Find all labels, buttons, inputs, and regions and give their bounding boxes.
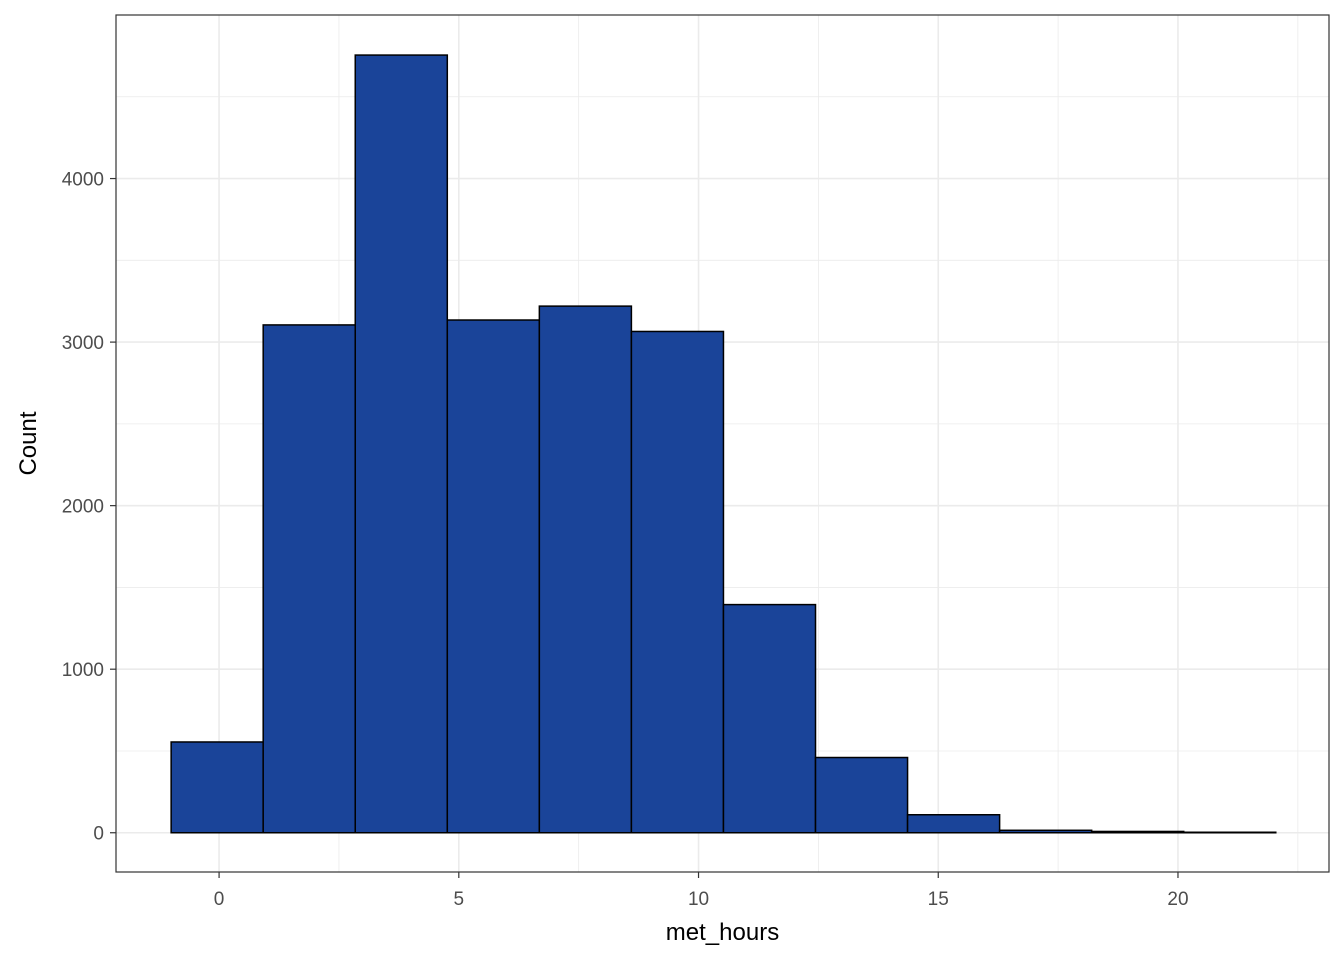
y-tick-label: 1000 <box>62 660 104 681</box>
histogram-bar <box>170 741 264 834</box>
x-tick-label: 5 <box>454 889 465 910</box>
histogram-bar <box>1182 831 1277 834</box>
y-tick-label: 4000 <box>62 170 104 191</box>
x-tick-label: 15 <box>928 889 949 910</box>
y-tick-label: 0 <box>93 824 104 845</box>
histogram-bar <box>722 603 817 834</box>
panel-border <box>115 14 1330 873</box>
histogram-bar <box>446 319 541 834</box>
histogram-bar <box>630 330 725 834</box>
histogram-bar <box>998 829 1093 834</box>
histogram-bar <box>814 756 909 834</box>
histogram-bar <box>538 305 633 834</box>
y-axis-title: Count <box>15 411 42 475</box>
x-tick-label: 10 <box>688 889 709 910</box>
x-axis-ticks: 0 5 10 15 20 <box>214 872 1189 910</box>
histogram-bar <box>262 324 356 834</box>
histogram-bars <box>170 54 1277 834</box>
y-tick-label: 2000 <box>62 497 104 518</box>
histogram-bar <box>354 54 449 834</box>
y-axis-ticks: 0 1000 2000 3000 4000 <box>62 170 116 845</box>
histogram-bar <box>1090 830 1185 834</box>
x-tick-label: 0 <box>214 889 225 910</box>
x-tick-label: 20 <box>1167 889 1188 910</box>
x-axis-title: met_hours <box>666 919 779 946</box>
histogram-bar <box>906 814 1001 834</box>
y-tick-label: 3000 <box>62 333 104 354</box>
